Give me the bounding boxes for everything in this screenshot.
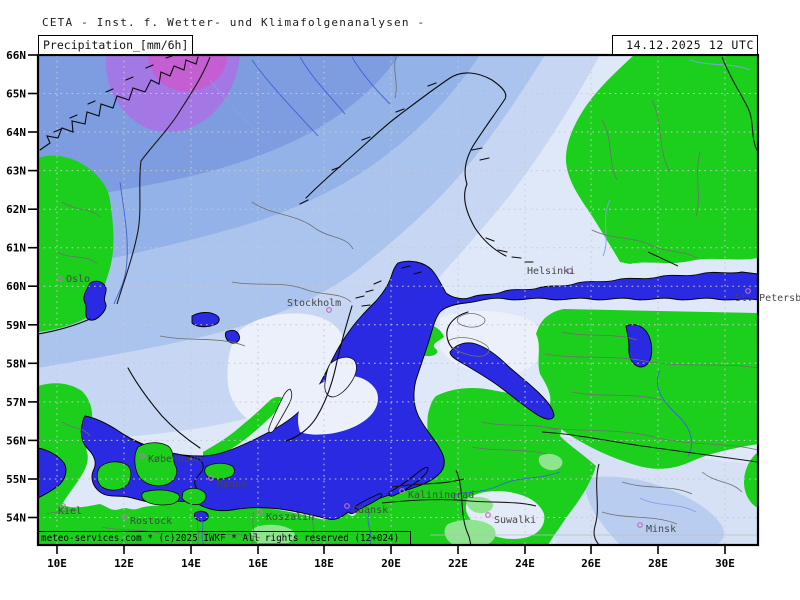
latitude-axis: [28, 54, 37, 519]
latitude-label: 58N: [6, 357, 26, 370]
precipitation-layer: [38, 55, 758, 442]
longitude-label: 10E: [47, 557, 67, 570]
city-label-koszalin: Koszalin: [266, 512, 314, 523]
map-layers: [38, 55, 758, 545]
city-label-kiel: Kiel: [58, 506, 82, 517]
latitude-label: 64N: [6, 126, 26, 139]
latitude-label: 61N: [6, 242, 26, 255]
city-marker: [399, 488, 405, 494]
latitude-label: 59N: [6, 319, 26, 332]
city-label-ronne: Rønne: [217, 479, 247, 490]
longitude-label: 12E: [114, 557, 134, 570]
latitude-label: 63N: [6, 165, 26, 178]
dry-land-region: [96, 442, 563, 544]
city-markers: [57, 268, 751, 528]
city-label-gdansk: Gdansk: [352, 505, 388, 516]
page-title: CETA - Inst. f. Wetter- und Klimafolgena…: [42, 16, 426, 29]
copyright-credit: meteo-services.com * (c)2025 IWKF * All …: [37, 531, 411, 546]
latitude-label: 60N: [6, 280, 26, 293]
city-label-rostock: Rostock: [130, 516, 172, 527]
city-marker: [208, 475, 214, 481]
city-marker: [344, 503, 350, 509]
rivers: [113, 56, 751, 545]
city-label-st-petersburg: St. Petersbg: [735, 293, 800, 304]
city-label-kobenhavn: København: [148, 454, 202, 465]
city-label-suwalki: Suwalki: [494, 515, 536, 526]
longitude-label: 22E: [448, 557, 468, 570]
longitude-label: 28E: [648, 557, 668, 570]
longitude-label: 26E: [581, 557, 601, 570]
latitude-label: 54N: [6, 512, 26, 525]
coastlines: [38, 55, 534, 449]
city-label-stockholm: Stockholm: [287, 298, 341, 309]
longitude-label: 18E: [314, 557, 334, 570]
city-marker: [745, 288, 751, 294]
longitude-label: 14E: [181, 557, 201, 570]
longitude-label: 16E: [248, 557, 268, 570]
country-borders: [45, 56, 758, 545]
latitude-label: 55N: [6, 473, 26, 486]
longitude-label: 20E: [381, 557, 401, 570]
longitude-label: 30E: [715, 557, 735, 570]
city-labels: Oslo Stockholm Helsinki St. Petersbg Køb…: [58, 266, 800, 535]
city-label-oslo: Oslo: [66, 274, 90, 285]
longitude-axis: [56, 546, 726, 554]
city-label-helsinki: Helsinki: [527, 266, 575, 277]
latitude-label: 57N: [6, 396, 26, 409]
city-marker: [57, 276, 63, 282]
city-marker: [60, 503, 66, 509]
city-label-kaliningrad: Kaliningrad: [408, 490, 474, 501]
city-marker: [122, 514, 128, 520]
bornholm-island: [204, 462, 235, 480]
precipitation-layer: [268, 356, 545, 540]
city-marker: [257, 509, 263, 515]
city-marker: [485, 512, 491, 518]
city-label-minsk: Minsk: [646, 524, 676, 535]
datetime-label: 14.12.2025 12 UTC: [612, 35, 758, 55]
oland-island: [268, 388, 293, 433]
latitude-label: 62N: [6, 203, 26, 216]
longitude-label: 24E: [515, 557, 535, 570]
latitude-label: 65N: [6, 88, 26, 101]
latitude-label: 66N: [6, 49, 26, 62]
city-marker: [567, 268, 573, 274]
city-marker: [637, 522, 643, 528]
latitude-label: 56N: [6, 434, 26, 447]
city-marker: [139, 453, 145, 459]
city-marker: [326, 307, 332, 313]
gotland-island: [324, 356, 357, 398]
product-label: Precipitation_[mm/6h]: [38, 35, 194, 55]
